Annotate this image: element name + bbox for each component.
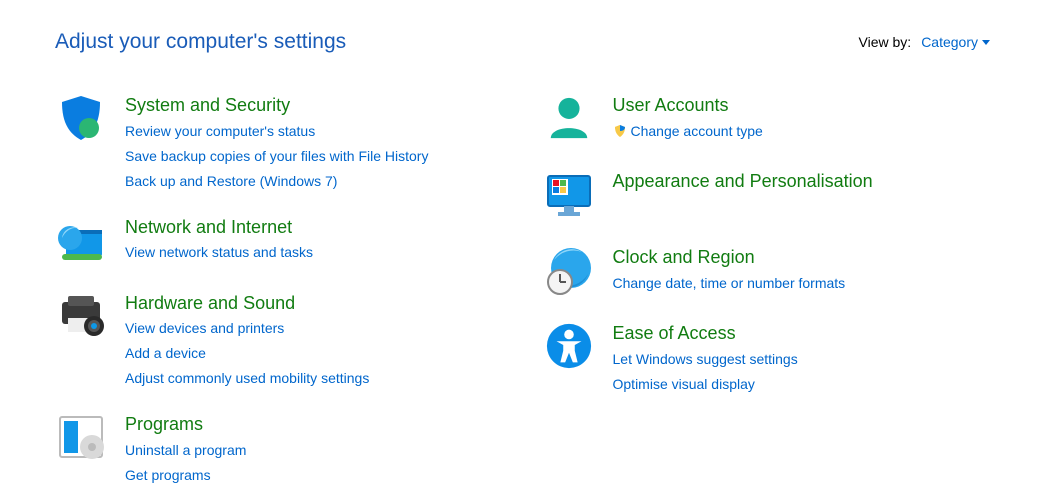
right-column: User Accounts Change account type (543, 94, 991, 486)
category-hardware-sound: Hardware and Sound View devices and prin… (55, 292, 503, 390)
link-devices-printers[interactable]: View devices and printers (125, 318, 369, 339)
categories-container: System and Security Review your computer… (55, 94, 990, 486)
category-title-clock[interactable]: Clock and Region (613, 246, 846, 269)
link-network-status[interactable]: View network status and tasks (125, 242, 313, 263)
link-file-history[interactable]: Save backup copies of your files with Fi… (125, 146, 428, 167)
appearance-icon (543, 170, 595, 222)
header-row: Adjust your computer's settings View by:… (55, 30, 990, 54)
category-title-system-security[interactable]: System and Security (125, 94, 428, 117)
user-icon (543, 94, 595, 146)
link-mobility-settings[interactable]: Adjust commonly used mobility settings (125, 368, 369, 389)
category-title-appearance[interactable]: Appearance and Personalisation (613, 170, 873, 193)
category-programs: Programs Uninstall a program Get program… (55, 413, 503, 486)
category-user-accounts: User Accounts Change account type (543, 94, 991, 146)
category-network-internet: Network and Internet View network status… (55, 216, 503, 268)
network-icon (55, 216, 107, 268)
category-title-hardware[interactable]: Hardware and Sound (125, 292, 369, 315)
clock-icon (543, 246, 595, 298)
category-appearance: Appearance and Personalisation (543, 170, 991, 222)
category-system-security: System and Security Review your computer… (55, 94, 503, 192)
page-title: Adjust your computer's settings (55, 30, 346, 54)
programs-icon (55, 413, 107, 465)
shield-icon (55, 94, 107, 146)
view-by-dropdown[interactable]: Category (921, 34, 990, 50)
link-change-account-type[interactable]: Change account type (613, 121, 763, 142)
uac-shield-icon (613, 124, 627, 138)
category-title-network[interactable]: Network and Internet (125, 216, 313, 239)
view-by-value-text: Category (921, 34, 978, 50)
link-backup-restore[interactable]: Back up and Restore (Windows 7) (125, 171, 428, 192)
link-suggest-settings[interactable]: Let Windows suggest settings (613, 349, 798, 370)
category-title-programs[interactable]: Programs (125, 413, 246, 436)
access-icon (543, 322, 595, 374)
link-add-device[interactable]: Add a device (125, 343, 369, 364)
category-clock-region: Clock and Region Change date, time or nu… (543, 246, 991, 298)
link-uninstall-program[interactable]: Uninstall a program (125, 440, 246, 461)
chevron-down-icon (982, 40, 990, 45)
link-change-date-time[interactable]: Change date, time or number formats (613, 273, 846, 294)
category-ease-of-access: Ease of Access Let Windows suggest setti… (543, 322, 991, 395)
link-change-account-type-text: Change account type (631, 121, 763, 142)
link-review-status[interactable]: Review your computer's status (125, 121, 428, 142)
printer-icon (55, 292, 107, 344)
left-column: System and Security Review your computer… (55, 94, 503, 486)
link-get-programs[interactable]: Get programs (125, 465, 246, 486)
view-by-label: View by: (859, 34, 912, 50)
category-title-user-accounts[interactable]: User Accounts (613, 94, 763, 117)
link-optimise-display[interactable]: Optimise visual display (613, 374, 798, 395)
category-title-ease-of-access[interactable]: Ease of Access (613, 322, 798, 345)
view-by-selector: View by: Category (859, 34, 990, 50)
